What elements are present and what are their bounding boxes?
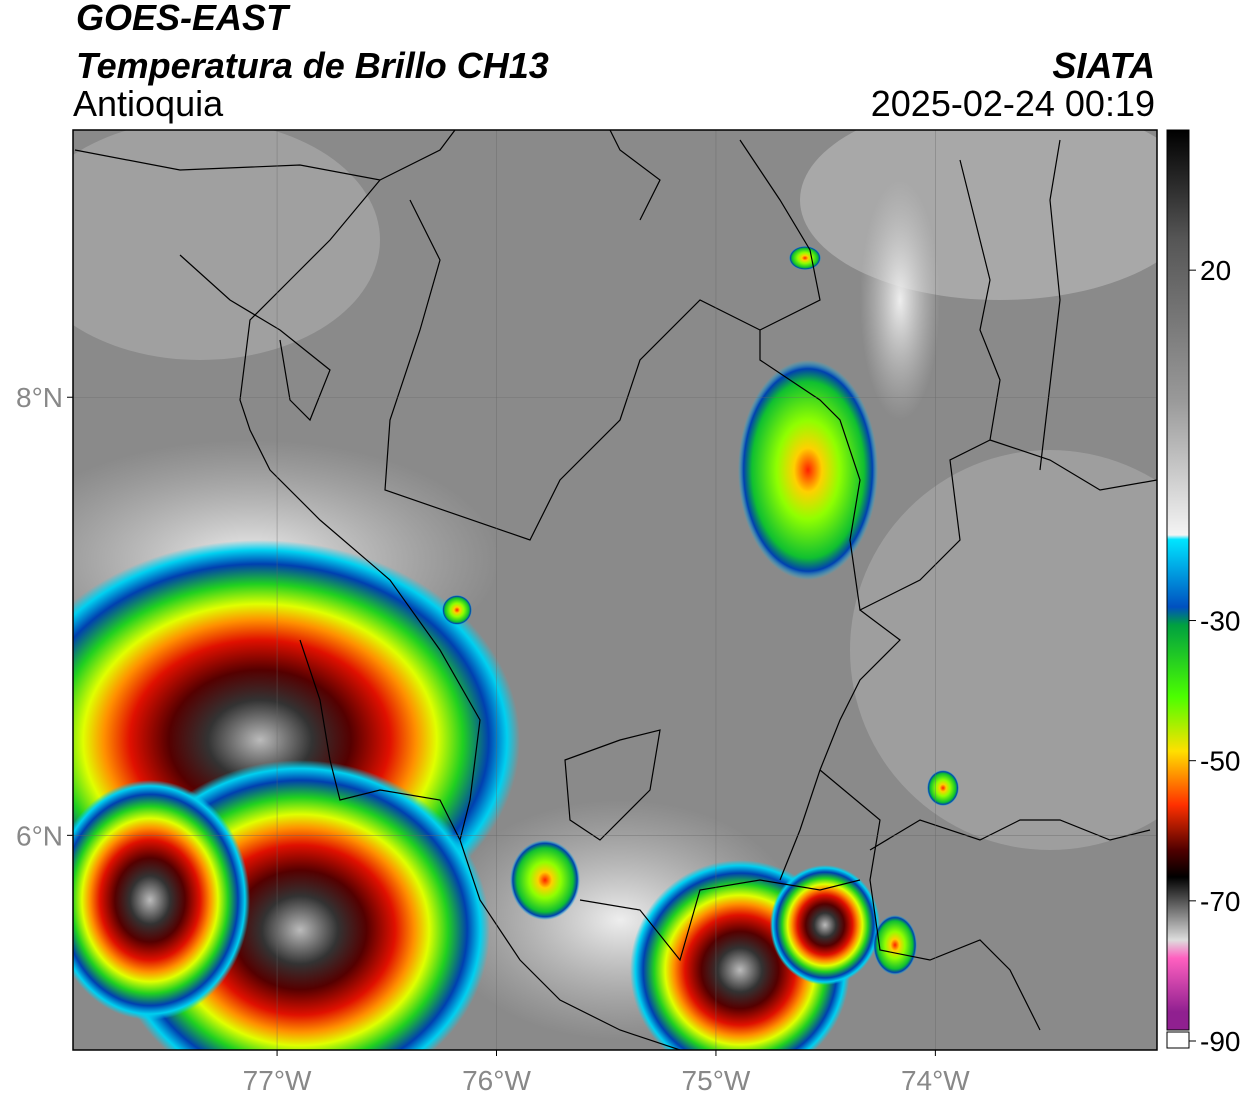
product: Temperatura de Brillo CH13	[76, 45, 549, 86]
colorbar	[1166, 129, 1190, 1031]
x-tick-label: 76°W	[462, 1065, 531, 1096]
x-tick-label: 77°W	[243, 1065, 312, 1096]
colorbar-tick-label: -70	[1200, 886, 1240, 917]
x-tick-label: 75°W	[682, 1065, 751, 1096]
grid	[73, 130, 1157, 1050]
imagery	[73, 130, 1157, 1050]
region: Antioquia	[73, 83, 224, 124]
datetime: 2025-02-24 00:19	[871, 83, 1155, 124]
y-tick-label: 8°N	[16, 382, 63, 413]
colorbar-tick-label: -50	[1200, 746, 1240, 777]
satellite: GOES-EAST	[76, 0, 291, 38]
colorbar-tick-label: -90	[1200, 1026, 1240, 1057]
colorbar-under	[1166, 1031, 1190, 1049]
x-tick-label: 74°W	[901, 1065, 970, 1096]
map-frame	[72, 129, 1158, 1051]
y-tick-label: 6°N	[16, 820, 63, 851]
source: SIATA	[1052, 45, 1155, 86]
colorbar-tick-label: 20	[1200, 255, 1231, 286]
colorbar-tick-label: -30	[1200, 606, 1240, 637]
